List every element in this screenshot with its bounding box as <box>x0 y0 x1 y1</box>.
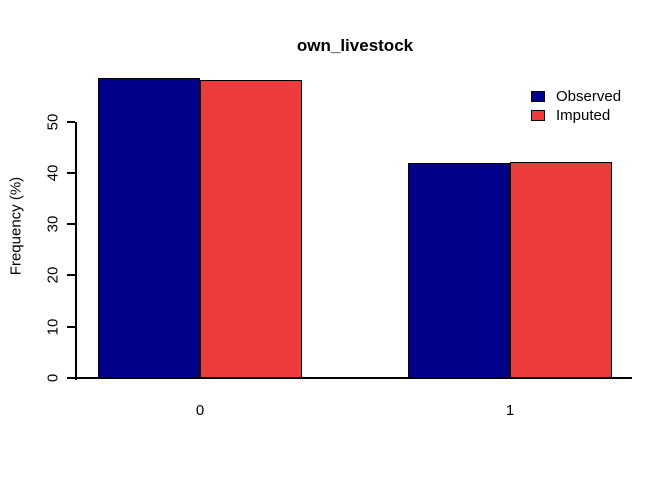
y-tick-mark <box>67 325 75 328</box>
y-tick-label: 20 <box>44 267 62 284</box>
legend-swatch-icon <box>531 109 545 121</box>
y-tick-mark <box>67 377 75 379</box>
y-tick-mark <box>67 223 75 226</box>
bar-imputed-cat1 <box>510 161 612 378</box>
y-tick-label: 40 <box>44 164 62 182</box>
legend-label: Observed <box>556 87 622 105</box>
legend: Observed Imputed <box>531 87 622 124</box>
y-axis-label: Frequency (%) <box>7 176 25 276</box>
bar-observed-cat1 <box>408 163 510 378</box>
legend-item-observed: Observed <box>531 87 622 105</box>
y-tick-label: 0 <box>44 373 62 383</box>
x-tick-label: 1 <box>505 402 515 419</box>
chart-title: own_livestock <box>296 36 414 55</box>
y-tick-label: 30 <box>44 215 62 233</box>
legend-label: Imputed <box>556 106 611 124</box>
y-axis-line <box>75 121 77 380</box>
y-tick-mark <box>67 120 75 123</box>
legend-item-imputed: Imputed <box>531 106 621 124</box>
legend-swatch-icon <box>531 90 545 102</box>
x-axis-line <box>77 377 632 379</box>
bar-imputed-cat0 <box>200 79 302 378</box>
y-tick-label: 10 <box>44 318 62 336</box>
x-tick-label: 0 <box>195 402 205 419</box>
y-tick-label: 50 <box>44 113 62 131</box>
bar-observed-cat0 <box>98 78 200 378</box>
y-tick-mark <box>67 171 75 174</box>
y-tick-mark <box>67 274 75 277</box>
